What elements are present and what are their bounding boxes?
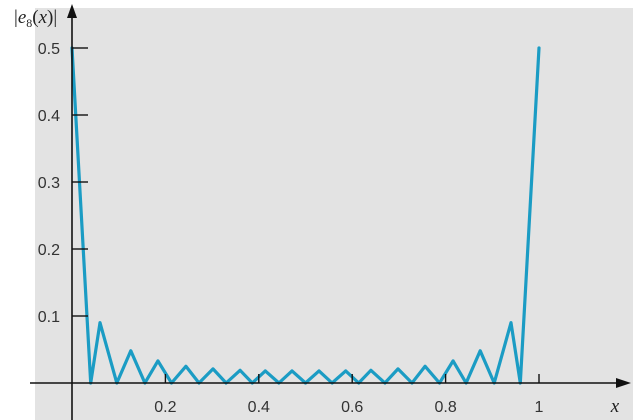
- data-point: [263, 369, 267, 373]
- axes-layer: [30, 4, 631, 420]
- data-point: [129, 349, 133, 353]
- data-point: [184, 364, 188, 368]
- y-tick-label: 0.2: [38, 242, 60, 259]
- x-tick-label: 0.4: [248, 399, 270, 416]
- x-tick-label: 1: [535, 399, 544, 416]
- data-point: [451, 359, 455, 363]
- data-point: [290, 369, 294, 373]
- data-point: [238, 368, 242, 372]
- data-point: [344, 369, 348, 373]
- data-point: [396, 367, 400, 371]
- data-point: [211, 367, 215, 371]
- data-point: [509, 321, 513, 325]
- x-axis-title: x: [610, 396, 620, 417]
- x-tick-label: 0.6: [341, 399, 363, 416]
- data-point: [423, 364, 427, 368]
- data-point: [98, 321, 102, 325]
- x-tick-label: 0.2: [154, 399, 176, 416]
- y-axis-title-part: |: [14, 7, 18, 28]
- y-axis-title: |e8(x)|: [14, 7, 57, 30]
- y-tick-label: 0.1: [38, 309, 60, 326]
- y-axis-title-part: 8: [26, 16, 32, 30]
- labels-layer: 0.2 0.4 0.6 0.8 10.10.20.30.40.5x|e8(x)|: [14, 7, 620, 417]
- y-axis-title-part: ): [47, 7, 53, 28]
- y-tick-label: 0.4: [38, 108, 60, 125]
- data-point: [317, 369, 321, 373]
- y-axis-arrow: [67, 4, 77, 18]
- y-axis-title-part: |: [53, 7, 57, 28]
- plot-area: [35, 8, 633, 420]
- x-tick-label: 0.8: [434, 399, 456, 416]
- data-point: [478, 349, 482, 353]
- data-point: [537, 46, 541, 50]
- y-axis-title-part: (: [32, 7, 38, 28]
- x-axis-arrow: [616, 378, 631, 388]
- y-axis-title-part: x: [38, 7, 48, 28]
- y-tick-label: 0.5: [38, 41, 60, 58]
- y-tick-label: 0.3: [38, 175, 60, 192]
- data-point: [369, 368, 373, 372]
- data-point: [156, 359, 160, 363]
- y-axis-title-part: e: [18, 7, 26, 28]
